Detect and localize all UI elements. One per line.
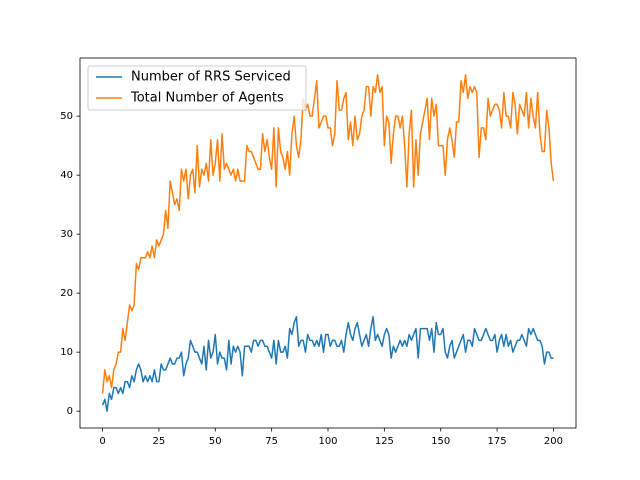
x-tick-label: 125 bbox=[375, 436, 394, 447]
legend-frame bbox=[87, 65, 307, 111]
x-tick-label: 25 bbox=[153, 436, 166, 447]
x-tick-label: 0 bbox=[99, 436, 105, 447]
legend-label: Total Number of Agents bbox=[130, 91, 284, 106]
x-tick-label: 50 bbox=[209, 436, 222, 447]
x-tick-label: 75 bbox=[265, 436, 278, 447]
y-tick-label: 40 bbox=[60, 170, 73, 181]
legend: Number of RRS Serviced Total Number of Ag… bbox=[87, 65, 307, 111]
plot-frame bbox=[79, 57, 577, 429]
series-line bbox=[101, 74, 555, 394]
x-tick-label: 150 bbox=[431, 436, 450, 447]
x-tick-label: 175 bbox=[488, 436, 507, 447]
y-tick-label: 0 bbox=[67, 406, 73, 417]
y-tick-label: 30 bbox=[60, 229, 73, 240]
x-tick-label: 200 bbox=[544, 436, 563, 447]
y-tick-label: 20 bbox=[60, 288, 73, 299]
x-tick-label: 100 bbox=[318, 436, 337, 447]
series-line bbox=[101, 316, 554, 412]
y-tick-label: 50 bbox=[60, 111, 73, 122]
legend-label: Number of RRS Serviced bbox=[131, 70, 291, 85]
y-tick-label: 10 bbox=[60, 347, 73, 358]
